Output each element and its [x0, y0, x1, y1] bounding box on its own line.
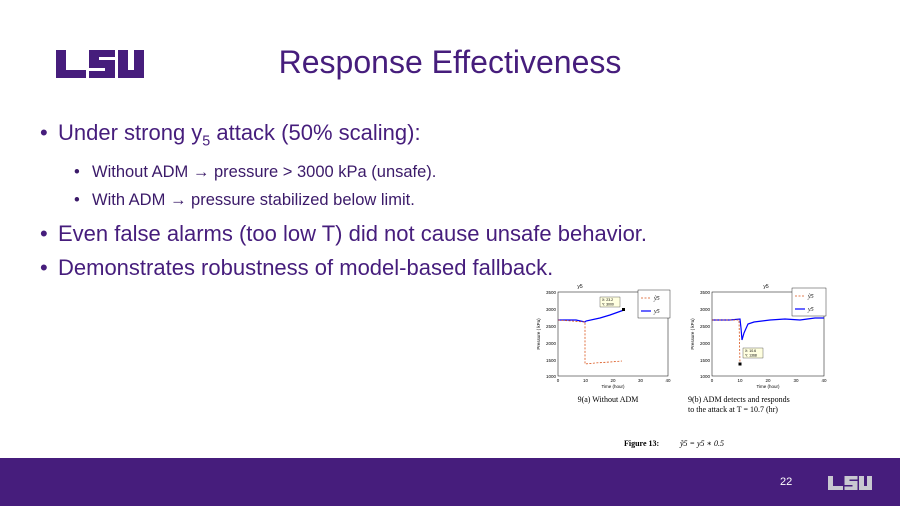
sub-bullet-with-adm: • With ADM → pressure stabilized below l… — [74, 188, 800, 213]
panel-a-xlabel: Time (hour) — [601, 384, 625, 389]
bullet-text: With ADM → pressure stabilized below lim… — [92, 191, 415, 210]
arrow-icon: → — [169, 191, 187, 210]
panel-b-yticks: 3500 3000 2500 2000 1500 1000 — [700, 290, 711, 379]
sub-bullet-without-adm: • Without ADM → pressure > 3000 kPa (uns… — [74, 160, 800, 185]
svg-text:1500: 1500 — [700, 358, 711, 363]
panel-b-datatip — [742, 347, 764, 359]
svg-text:1000: 1000 — [546, 374, 557, 379]
panel-a-xticks: 0 10 20 30 40 — [557, 378, 671, 383]
panel-b-ylabel: Pressure ( kPa) — [690, 318, 695, 350]
arrow-icon: → — [192, 163, 210, 182]
bullet-marker: • — [40, 221, 48, 247]
bullet-marker: • — [40, 120, 48, 145]
lsu-logo-footer — [828, 476, 872, 490]
svg-text:3000: 3000 — [700, 307, 711, 312]
panel-a-datatip — [599, 296, 621, 308]
panel-b-caption-line2: to the attack at T = 10.7 (hr) — [688, 405, 778, 414]
panel-a-y5tilde-line — [557, 319, 623, 365]
slide-title: Response Effectiveness — [278, 44, 622, 80]
svg-text:30: 30 — [638, 378, 644, 383]
figure-caption-equation: ỹ5 = y5 ∗ 0.5 — [679, 439, 724, 448]
panel-a-datatip-marker — [622, 308, 625, 311]
panel-b-y5-line — [712, 317, 824, 341]
svg-text:20: 20 — [765, 378, 771, 383]
bullet-text: Without ADM → pressure > 3000 kPa (unsaf… — [92, 163, 437, 182]
svg-text:3500: 3500 — [700, 290, 711, 295]
panel-b-title: y5 — [763, 284, 769, 290]
svg-text:1500: 1500 — [546, 358, 557, 363]
bullet-robustness: • Demonstrates robustness of model-based… — [40, 253, 800, 283]
svg-text:40: 40 — [821, 378, 827, 383]
svg-text:10: 10 — [737, 378, 743, 383]
bullet-text: Even false alarms (too low T) did not ca… — [58, 221, 648, 247]
bullet-marker: • — [74, 163, 80, 182]
lsu-logo — [56, 50, 144, 78]
svg-text:40: 40 — [665, 378, 671, 383]
svg-text:20: 20 — [610, 378, 616, 383]
panel-a-y5-line — [558, 309, 625, 323]
figure-caption-label: Figure 13: — [624, 439, 659, 448]
panel-b-y5tilde-line — [712, 319, 741, 365]
svg-text:10: 10 — [583, 378, 589, 383]
svg-text:Y: 1368: Y: 1368 — [745, 354, 757, 358]
panel-b-legend — [791, 287, 827, 317]
svg-text:0: 0 — [711, 378, 714, 383]
svg-text:2500: 2500 — [546, 324, 557, 329]
svg-text:ỹ5: ỹ5 — [807, 293, 814, 300]
svg-text:y5: y5 — [807, 307, 814, 313]
panel-b-caption-line1: 9(b) ADM detects and responds — [688, 395, 790, 404]
svg-text:ỹ5: ỹ5 — [653, 295, 660, 302]
panel-b-xticks: 0 10 20 30 40 — [711, 378, 827, 383]
svg-text:2500: 2500 — [700, 324, 711, 329]
svg-text:3000: 3000 — [546, 307, 557, 312]
svg-text:1000: 1000 — [700, 374, 711, 379]
svg-text:y5: y5 — [653, 309, 660, 315]
svg-text:30: 30 — [793, 378, 799, 383]
panel-a-yticks: 3500 3000 2500 2000 1500 1000 — [546, 290, 557, 379]
svg-text:0: 0 — [557, 378, 560, 383]
panel-a-caption: 9(a) Without ADM — [578, 395, 639, 404]
bullet-marker: • — [74, 191, 80, 210]
bullet-marker: • — [40, 255, 48, 281]
svg-text:X: 10.6: X: 10.6 — [745, 349, 756, 353]
footer-bar: 22 — [0, 458, 900, 506]
panel-b: y5 3500 3000 2500 2000 1500 1000 0 10 20… — [690, 284, 827, 389]
panel-b-datatip-marker — [738, 362, 742, 366]
panel-a-title: y5 — [577, 284, 583, 290]
bullet-text: Under strong y5 attack (50% scaling): — [58, 120, 421, 150]
bullet-list: • Under strong y5 attack (50% scaling): … — [40, 118, 800, 287]
bullet-text: Demonstrates robustness of model-based f… — [58, 255, 554, 281]
svg-text:2000: 2000 — [546, 341, 557, 346]
page-number: 22 — [780, 476, 793, 488]
panel-a-ylabel: Pressure ( kPa) — [536, 318, 541, 350]
panel-a-legend — [637, 289, 671, 319]
bullet-false-alarms: • Even false alarms (too low T) did not … — [40, 219, 800, 249]
svg-text:3500: 3500 — [546, 290, 557, 295]
figure-13: y5 3500 3000 2500 2000 1500 1000 0 10 20… — [536, 284, 827, 448]
panel-b-xlabel: Time (hour) — [756, 384, 780, 389]
panel-a: y5 3500 3000 2500 2000 1500 1000 0 10 20… — [536, 284, 671, 389]
svg-text:Y: 3000: Y: 3000 — [602, 303, 614, 307]
svg-text:X: 23.2: X: 23.2 — [602, 298, 613, 302]
svg-text:2000: 2000 — [700, 341, 711, 346]
bullet-attack: • Under strong y5 attack (50% scaling): — [40, 118, 800, 156]
